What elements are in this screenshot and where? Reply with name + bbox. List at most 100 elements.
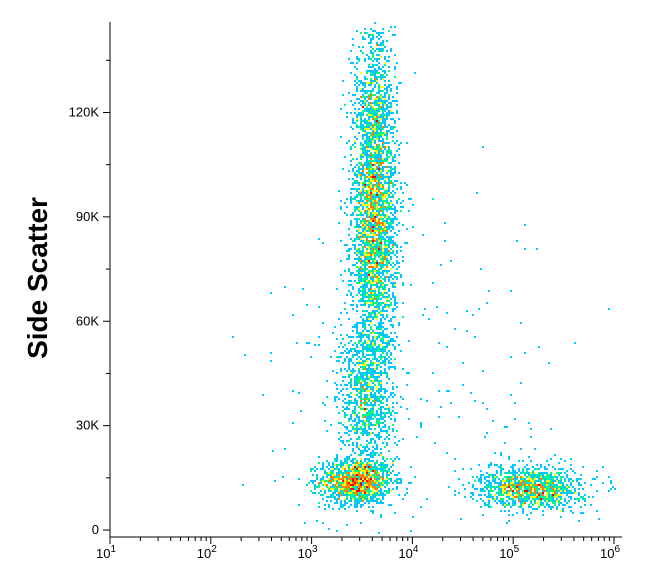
data-point [390, 206, 392, 208]
data-point [394, 180, 396, 182]
data-point [370, 498, 372, 500]
data-point [362, 236, 364, 238]
data-point [386, 470, 388, 472]
data-point [298, 392, 300, 394]
data-point [370, 332, 372, 334]
data-point [362, 360, 364, 362]
data-point [356, 218, 358, 220]
data-point [382, 296, 384, 298]
data-point [584, 494, 586, 496]
data-point [330, 490, 332, 492]
data-point [384, 70, 386, 72]
data-point [346, 466, 348, 468]
data-point [360, 398, 362, 400]
data-point [372, 432, 374, 434]
data-point [356, 460, 358, 462]
data-point [364, 218, 366, 220]
data-point [374, 180, 376, 182]
data-point [336, 466, 338, 468]
data-point [378, 238, 380, 240]
data-point [364, 100, 366, 102]
data-point [358, 290, 360, 292]
data-point [340, 506, 342, 508]
data-point [372, 208, 374, 210]
data-point [470, 492, 472, 494]
data-point [380, 408, 382, 410]
data-point [350, 372, 352, 374]
data-point [354, 476, 356, 478]
data-point [552, 466, 554, 468]
data-point [370, 184, 372, 186]
data-point [334, 498, 336, 500]
data-point [570, 496, 572, 498]
data-point [374, 98, 376, 100]
data-point [316, 468, 318, 470]
data-point [362, 252, 364, 254]
data-point [542, 504, 544, 506]
data-point [370, 314, 372, 316]
data-point [382, 134, 384, 136]
data-point [492, 486, 494, 488]
data-point [386, 478, 388, 480]
data-point [350, 202, 352, 204]
data-point [520, 476, 522, 478]
data-point [332, 496, 334, 498]
data-point [364, 488, 366, 490]
data-point [346, 206, 348, 208]
data-point [380, 454, 382, 456]
data-point [392, 308, 394, 310]
data-point [368, 120, 370, 122]
data-point [612, 486, 614, 488]
data-point [388, 470, 390, 472]
data-point [342, 94, 344, 96]
data-point [340, 436, 342, 438]
data-point [398, 440, 400, 442]
data-point [334, 480, 336, 482]
data-point [360, 474, 362, 476]
data-point [356, 250, 358, 252]
data-point [326, 480, 328, 482]
data-point [370, 110, 372, 112]
data-point [376, 112, 378, 114]
data-point [392, 218, 394, 220]
data-point [570, 478, 572, 480]
data-point [372, 480, 374, 482]
data-point [560, 484, 562, 486]
data-point [364, 84, 366, 86]
data-point [354, 424, 356, 426]
data-point [364, 90, 366, 92]
data-point [386, 200, 388, 202]
data-point [386, 190, 388, 192]
data-point [368, 336, 370, 338]
data-point [358, 182, 360, 184]
data-point [560, 478, 562, 480]
data-point [540, 492, 542, 494]
data-point [378, 424, 380, 426]
data-point [372, 244, 374, 246]
data-point [510, 498, 512, 500]
data-point [540, 472, 542, 474]
data-point [318, 484, 320, 486]
data-point [510, 490, 512, 492]
data-point [384, 176, 386, 178]
data-point [362, 230, 364, 232]
data-point [356, 400, 358, 402]
data-point [360, 232, 362, 234]
data-point [364, 178, 366, 180]
data-point [540, 498, 542, 500]
data-point [388, 148, 390, 150]
data-point [368, 162, 370, 164]
data-point [372, 110, 374, 112]
data-point [338, 476, 340, 478]
data-point [350, 198, 352, 200]
data-point [352, 428, 354, 430]
data-point [354, 378, 356, 380]
data-point [356, 208, 358, 210]
data-point [364, 448, 366, 450]
data-point [494, 464, 496, 466]
data-point [400, 210, 402, 212]
data-point [342, 492, 344, 494]
data-point [364, 86, 366, 88]
data-point [356, 236, 358, 238]
data-point [370, 104, 372, 106]
